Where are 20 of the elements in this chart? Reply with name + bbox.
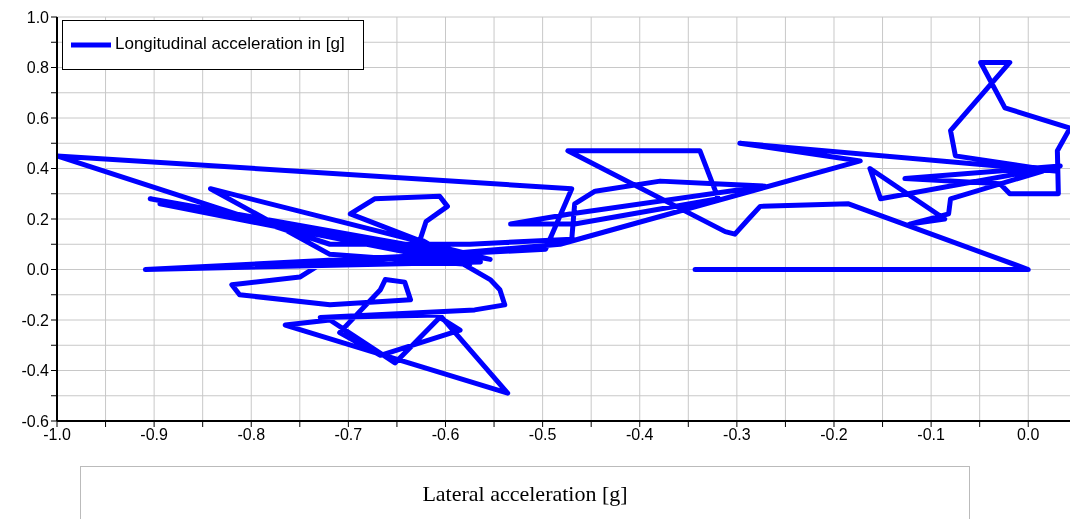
y-tick-label: 0.0 — [26, 261, 50, 279]
y-tick-label: 1.0 — [26, 8, 50, 26]
x-tick-label: -0.7 — [334, 426, 363, 444]
x-tick-label: -0.9 — [140, 426, 169, 444]
y-tick-label: 0.8 — [26, 59, 50, 77]
x-tick-label: -0.4 — [625, 426, 654, 444]
legend-label: Longitudinal acceleration in [g] — [115, 34, 345, 54]
x-tick-label: 0.0 — [1017, 426, 1040, 444]
y-tick-label: 0.2 — [26, 210, 50, 228]
y-tick-label: -0.2 — [21, 311, 50, 329]
y-tick-label: 0.4 — [26, 160, 50, 178]
x-tick-label: -0.1 — [917, 426, 945, 444]
x-tick-label: -0.6 — [431, 426, 460, 444]
x-tick-label: -0.2 — [820, 426, 848, 444]
x-tick-label: -0.8 — [237, 426, 266, 444]
x-axis-title: Lateral acceleration [g] — [80, 466, 970, 519]
y-tick-label: -0.4 — [21, 362, 50, 380]
x-tick-label: -0.5 — [528, 426, 557, 444]
x-tick-label: -0.3 — [723, 426, 751, 444]
y-tick-label: 0.6 — [26, 109, 50, 127]
